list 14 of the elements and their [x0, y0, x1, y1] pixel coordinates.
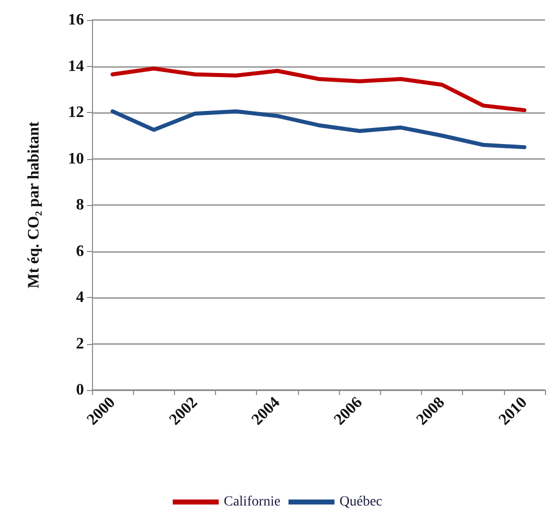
legend-label: Québec: [340, 494, 382, 510]
y-tick-label: 12: [68, 104, 84, 121]
y-tick-label: 4: [76, 289, 84, 306]
line-series: [110, 66, 526, 112]
legend-label: Californie: [224, 494, 281, 510]
y-tick-label: 8: [76, 196, 84, 214]
y-tick-label: 0: [76, 382, 84, 398]
y-axis-title: Mt éq. CO₂ par habitant: [26, 120, 42, 288]
y-tick-label: 10: [68, 150, 84, 168]
y-tick-label: 6: [76, 242, 84, 260]
line-series: [110, 109, 526, 150]
y-tick-label: 16: [68, 12, 84, 28]
y-tick-label: 2: [76, 335, 84, 352]
y-tick-label: 14: [68, 58, 84, 75]
